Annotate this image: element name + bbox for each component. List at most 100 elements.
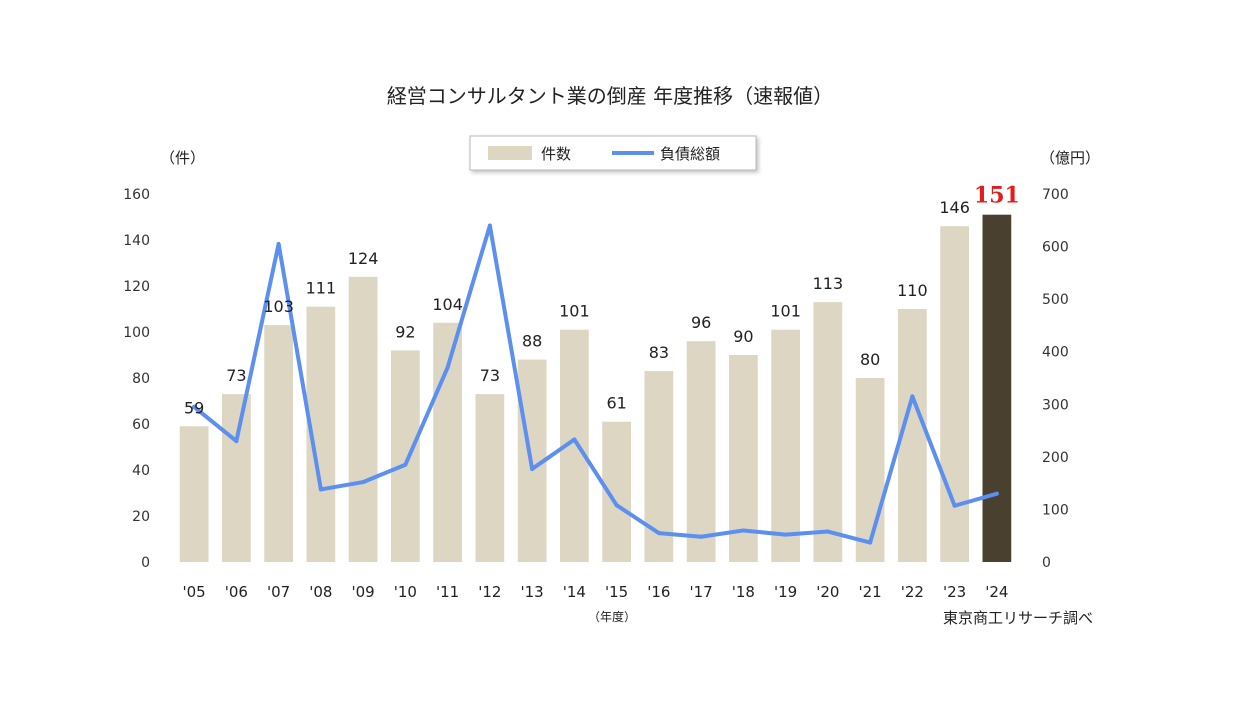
bar — [222, 394, 251, 562]
debt-point — [445, 365, 450, 370]
x-tick-label: '07 — [267, 583, 290, 601]
right-tick-label: 100 — [1042, 502, 1069, 518]
debt-point — [994, 491, 999, 496]
debt-point — [361, 480, 366, 485]
debt-point — [825, 529, 830, 534]
x-tick-label: '16 — [647, 583, 670, 601]
bar-data-label-highlight: 151 — [974, 183, 1020, 209]
bar — [179, 426, 209, 562]
bar — [686, 341, 716, 562]
left-tick-label: 20 — [132, 509, 150, 525]
debt-point — [487, 223, 492, 228]
x-axis-ticks: '05 '06 '07 '08 '09 '10 '11 '12 '13 '14 '15 '16 '17 '… — [183, 583, 1009, 601]
right-tick-label: 600 — [1042, 240, 1069, 256]
right-tick-label: 200 — [1042, 450, 1069, 466]
debt-point — [572, 437, 577, 442]
x-tick-label: '19 — [774, 583, 797, 601]
right-tick-label: 500 — [1042, 292, 1069, 308]
left-tick-label: 60 — [132, 417, 150, 433]
bar-data-label: 101 — [770, 302, 801, 321]
bar-data-label: 73 — [480, 366, 500, 385]
bar-data-label: 101 — [559, 302, 590, 321]
left-tick-label: 160 — [123, 187, 150, 203]
debt-point — [952, 503, 957, 508]
debt-point — [656, 531, 661, 536]
bar — [940, 226, 969, 562]
legend-line-label: 負債総額 — [660, 145, 720, 163]
bar — [982, 214, 1012, 562]
x-tick-label: '14 — [563, 583, 586, 601]
bar-data-label: 88 — [522, 332, 542, 351]
debt-point — [614, 503, 619, 508]
x-tick-label: '22 — [901, 583, 924, 601]
line-series — [192, 223, 999, 545]
chart-title: 経営コンサルタント業の倒産 年度推移（速報値） — [387, 84, 833, 108]
bar — [475, 394, 505, 562]
right-axis-ticks: 0 100 200 300 400 500 600 700 — [1042, 187, 1069, 571]
bar-data-label: 80 — [860, 350, 880, 369]
legend-bar-swatch — [488, 146, 532, 160]
x-tick-label: '21 — [859, 583, 882, 601]
x-tick-label: '18 — [732, 583, 755, 601]
debt-point — [699, 534, 704, 539]
bar-data-label: 110 — [897, 281, 928, 300]
bar-data-label: 61 — [606, 394, 626, 413]
x-tick-label: '11 — [436, 583, 459, 601]
x-tick-label: '12 — [478, 583, 501, 601]
x-tick-label: '10 — [394, 583, 417, 601]
bar-data-label: 59 — [184, 398, 204, 417]
bar — [855, 378, 885, 562]
debt-point — [276, 241, 281, 246]
debt-point — [234, 439, 239, 444]
source-note: 東京商工リサーチ調べ — [943, 609, 1093, 627]
bar-data-label: 83 — [649, 343, 669, 362]
right-tick-label: 0 — [1042, 555, 1051, 571]
right-axis-unit: （億円） — [1040, 149, 1100, 167]
bar-data-label: 73 — [226, 366, 246, 385]
left-axis-unit: （件） — [160, 149, 205, 167]
bar — [644, 371, 674, 562]
bar-data-label: 146 — [939, 198, 970, 217]
left-tick-label: 80 — [132, 371, 150, 387]
x-axis-unit: （年度） — [588, 609, 636, 624]
debt-point — [910, 394, 915, 399]
debt-point — [868, 540, 873, 545]
x-tick-label: '17 — [690, 583, 713, 601]
x-tick-label: '06 — [225, 583, 248, 601]
bar-data-label: 113 — [813, 274, 844, 293]
bar — [433, 322, 462, 562]
x-tick-label: '09 — [352, 583, 375, 601]
debt-point — [318, 487, 323, 492]
left-tick-label: 100 — [123, 325, 150, 341]
x-tick-label: '15 — [605, 583, 628, 601]
left-tick-label: 40 — [132, 463, 150, 479]
bar-data-label: 104 — [432, 295, 463, 314]
bar — [391, 350, 420, 562]
bar-data-label: 103 — [263, 297, 294, 316]
debt-point — [530, 466, 535, 471]
right-tick-label: 700 — [1042, 187, 1069, 203]
debt-line — [192, 223, 999, 545]
bar — [348, 276, 378, 562]
debt-point — [192, 404, 197, 409]
x-tick-label: '24 — [985, 583, 1008, 601]
x-tick-label: '08 — [309, 583, 332, 601]
bar-data-label: 92 — [395, 322, 415, 341]
bar — [813, 302, 843, 562]
debt-point — [741, 528, 746, 533]
bar-data-label: 90 — [733, 327, 753, 346]
left-axis-ticks: 0 20 40 60 80 100 120 140 160 — [123, 187, 150, 571]
x-tick-label: '20 — [816, 583, 839, 601]
x-tick-label: '13 — [521, 583, 544, 601]
bar-data-label: 111 — [306, 279, 337, 298]
x-tick-label: '23 — [943, 583, 966, 601]
bar-data-label: 96 — [691, 313, 711, 332]
bar-data-label: 124 — [348, 249, 379, 268]
bar — [264, 325, 293, 562]
legend-bar-label: 件数 — [541, 145, 571, 163]
left-tick-label: 140 — [123, 233, 150, 249]
bar-data-labels: 59 73 103 111 124 92 104 73 88 101 61 83 96 90 101 113 8… — [184, 183, 1020, 418]
left-tick-label: 0 — [141, 555, 150, 571]
debt-point — [783, 532, 788, 537]
